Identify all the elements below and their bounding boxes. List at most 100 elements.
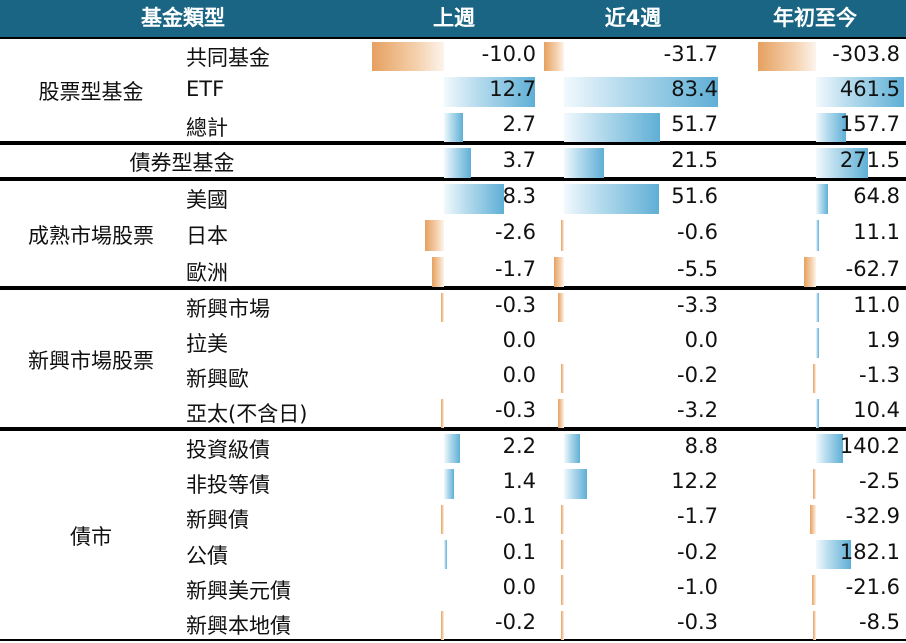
row-label: 歐洲 [186,260,228,285]
value-cell: -0.2 [542,361,724,396]
row-group: 債券型基金 3.7 21.5 271.5 [0,143,906,179]
value-cell: 21.5 [542,145,724,181]
value-cell: 0.0 [366,572,542,607]
flow-value: -0.6 [677,220,718,245]
value-cell: -1.3 [724,361,906,396]
flow-value: 0.0 [684,327,718,352]
value-cell: 157.7 [724,110,906,145]
flow-value: 0.0 [502,363,536,388]
negative-flow-bar [811,575,816,605]
row-label: 公債 [186,543,228,568]
flow-value: -0.3 [495,398,536,423]
row-label: 新興債 [186,508,249,533]
flow-value: 2.2 [502,433,536,458]
negative-flow-bar [813,363,816,393]
negative-flow-bar [561,220,564,251]
flow-value: 12.2 [671,468,718,493]
positive-flow-bar [444,77,536,107]
value-cell: 51.7 [542,110,724,145]
negative-flow-bar [809,504,816,534]
value-cell: 1.4 [366,466,542,501]
positive-flow-bar [444,540,447,570]
value-cell: 0.1 [366,537,542,572]
value-cell: 83.4 [542,74,724,109]
value-cell: 271.5 [724,145,906,181]
negative-flow-bar [560,504,564,534]
flow-value: -0.2 [495,610,536,635]
value-cell: -0.3 [366,290,542,325]
table-row: 美國 8.3 51.6 64.8 [0,181,906,217]
value-cell: 64.8 [724,181,906,217]
flow-value: 51.6 [671,184,718,209]
row-label: 新興歐 [186,367,249,392]
value-cell: 0.0 [366,325,542,360]
value-cell: 0.0 [542,325,724,360]
flow-value: 21.5 [671,148,718,172]
flow-value: 271.5 [839,148,900,172]
positive-flow-bar [444,434,460,464]
positive-flow-bar [444,148,471,178]
flow-value: -10.0 [481,41,536,66]
negative-flow-bar [561,610,564,640]
group-label: 債券型基金 [129,151,235,175]
value-cell: -10.0 [366,39,542,74]
negative-flow-bar [804,256,816,287]
table-row: 歐洲 -1.7 -5.5 -62.7 [0,254,906,290]
value-cell: 2.2 [366,431,542,466]
flow-value: -0.2 [677,539,718,564]
negative-flow-bar [558,398,564,428]
flow-value: -21.6 [845,574,900,599]
table-row: 新興美元債 0.0 -1.0 -21.6 [0,572,906,607]
flow-value: 10.4 [853,398,900,423]
row-group: 成熟市場股票 美國 8.3 51.6 64.8 日本 -2.6 -0.6 11.1 歐洲 -1.7 -… [0,179,906,288]
negative-flow-bar [372,42,444,72]
flow-value: 83.4 [671,76,718,101]
flow-value: 0.0 [502,327,536,352]
flow-value: -32.9 [845,504,900,529]
value-cell: 182.1 [724,537,906,572]
flow-value: -31.7 [663,41,718,66]
positive-flow-bar [816,434,843,464]
group-label: 債市 [70,525,112,549]
table-row: 投資級債 2.2 8.8 140.2 [0,431,906,466]
flow-value: -1.3 [859,363,900,388]
row-group: 債市 投資級債 2.2 8.8 140.2 非投等債 1.4 12.2 -2.5 新興債 -0.1 -… [0,429,906,641]
row-label: 總計 [186,116,228,141]
positive-flow-bar [444,184,504,215]
flow-value: -3.3 [677,292,718,317]
positive-flow-bar [564,184,660,215]
value-cell: -32.9 [724,502,906,537]
value-cell: 461.5 [724,74,906,109]
table-row: 非投等債 1.4 12.2 -2.5 [0,466,906,501]
row-group: 新興市場股票 新興市場 -0.3 -3.3 11.0 拉美 0.0 0.0 1.9 新興歐 0.0 -… [0,288,906,429]
positive-flow-bar [564,112,660,142]
row-label: ETF [186,76,225,101]
value-cell: 0.0 [366,361,542,396]
negative-flow-bar [441,293,444,323]
flow-value: 0.1 [502,539,536,564]
positive-flow-bar [444,469,455,499]
positive-flow-bar [564,77,719,107]
flow-value: -1.7 [495,256,536,281]
value-cell: 8.8 [542,431,724,466]
flow-value: 11.0 [853,292,900,317]
flow-value: -8.5 [859,610,900,635]
flow-value: -1.0 [677,574,718,599]
value-cell: 10.4 [724,396,906,431]
value-cell: -0.1 [366,502,542,537]
value-cell: -0.6 [542,217,724,253]
negative-flow-bar [758,42,816,72]
value-cell: 12.2 [542,466,724,501]
value-cell: -0.2 [542,537,724,572]
negative-flow-bar [561,575,564,605]
value-cell: 3.7 [366,145,542,181]
value-cell: -62.7 [724,254,906,290]
value-cell: -21.6 [724,572,906,607]
flow-value: 64.8 [853,184,900,209]
negative-flow-bar [813,610,816,640]
flow-value: -0.3 [677,610,718,635]
value-cell: -1.0 [542,572,724,607]
flow-value: 2.7 [502,112,536,137]
flow-value: -303.8 [832,41,900,66]
value-cell: 51.6 [542,181,724,217]
